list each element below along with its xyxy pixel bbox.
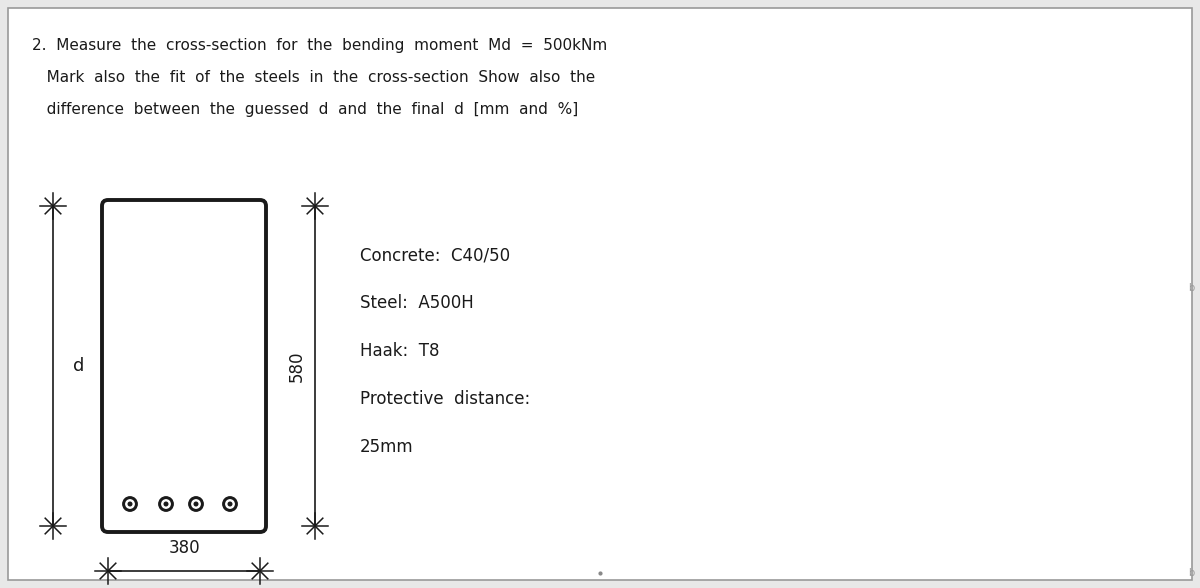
Circle shape [192,500,200,508]
Text: 380: 380 [168,539,200,557]
FancyBboxPatch shape [102,200,266,532]
Circle shape [126,500,134,508]
Circle shape [228,502,232,506]
Text: d: d [73,357,84,375]
Text: Concrete:  C40/50: Concrete: C40/50 [360,246,510,264]
Text: Mark  also  the  fit  of  the  steels  in  the  cross-section  Show  also  the: Mark also the fit of the steels in the c… [32,70,595,85]
Text: 25mm: 25mm [360,438,414,456]
Text: b: b [1188,568,1194,578]
Text: b: b [1188,283,1194,293]
Circle shape [162,500,170,508]
Circle shape [194,502,198,506]
Text: 2.  Measure  the  cross-section  for  the  bending  moment  Md  =  500kNm: 2. Measure the cross-section for the ben… [32,38,607,53]
FancyBboxPatch shape [8,8,1192,580]
Circle shape [128,502,132,506]
Text: Haak:  T8: Haak: T8 [360,342,439,360]
Circle shape [164,502,168,506]
Circle shape [226,500,234,508]
Circle shape [122,497,137,511]
Text: difference  between  the  guessed  d  and  the  final  d  [mm  and  %]: difference between the guessed d and the… [32,102,578,117]
Circle shape [223,497,238,511]
Text: Protective  distance:: Protective distance: [360,390,530,408]
Circle shape [158,497,173,511]
Text: Steel:  A500H: Steel: A500H [360,294,474,312]
Circle shape [188,497,203,511]
Text: 580: 580 [288,350,306,382]
